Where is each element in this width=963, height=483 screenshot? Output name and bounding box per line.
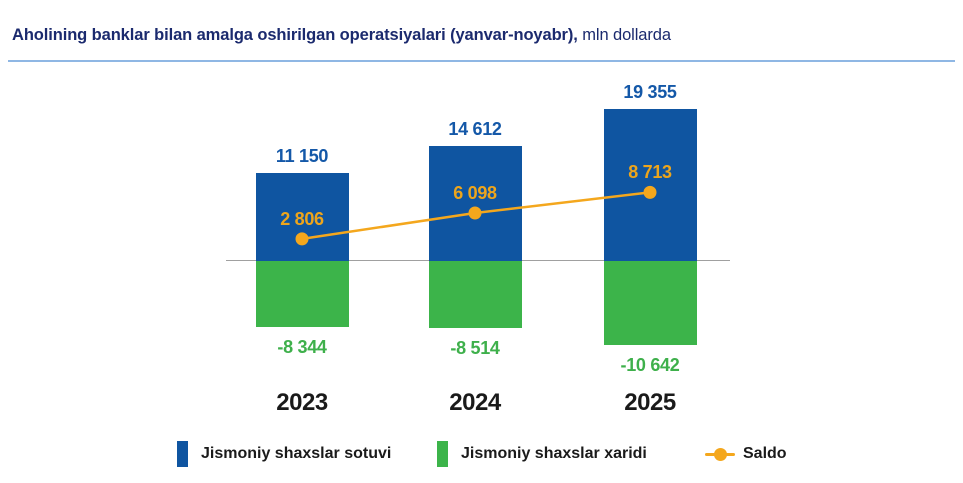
legend-label-saldo: Saldo bbox=[743, 445, 787, 462]
saldo-dot-icon bbox=[713, 447, 727, 461]
chart-title: Aholining banklar bilan amalga oshirilga… bbox=[12, 26, 671, 45]
value-label-positive-2025: 19 355 bbox=[623, 81, 677, 102]
title-divider bbox=[8, 60, 955, 62]
value-label-saldo-2025: 8 713 bbox=[628, 162, 672, 183]
value-label-negative-2024: -8 514 bbox=[450, 338, 500, 359]
bar-negative-2025 bbox=[603, 261, 697, 345]
year-label-2024: 2024 bbox=[449, 389, 501, 416]
legend-swatch-sotuvi bbox=[177, 441, 188, 467]
legend-label-sotuvi: Jismoniy shaxslar sotuvi bbox=[201, 445, 392, 462]
value-label-negative-2025: -10 642 bbox=[620, 354, 680, 375]
bar-negative-2023 bbox=[255, 261, 349, 327]
legend-label-xaridi: Jismoniy shaxslar xaridi bbox=[461, 445, 647, 462]
value-label-positive-2024: 14 612 bbox=[448, 118, 502, 139]
legend-swatch-xaridi bbox=[437, 441, 448, 467]
value-label-positive-2023: 11 150 bbox=[275, 146, 329, 167]
chart-title-unit: mln dollarda bbox=[577, 26, 671, 44]
year-label-2023: 2023 bbox=[276, 389, 328, 416]
year-label-2025: 2025 bbox=[624, 389, 676, 416]
chart-title-bold: Aholining banklar bilan amalga oshirilga… bbox=[12, 26, 578, 44]
bar-negative-2024 bbox=[428, 261, 522, 329]
value-label-negative-2023: -8 344 bbox=[277, 336, 327, 357]
